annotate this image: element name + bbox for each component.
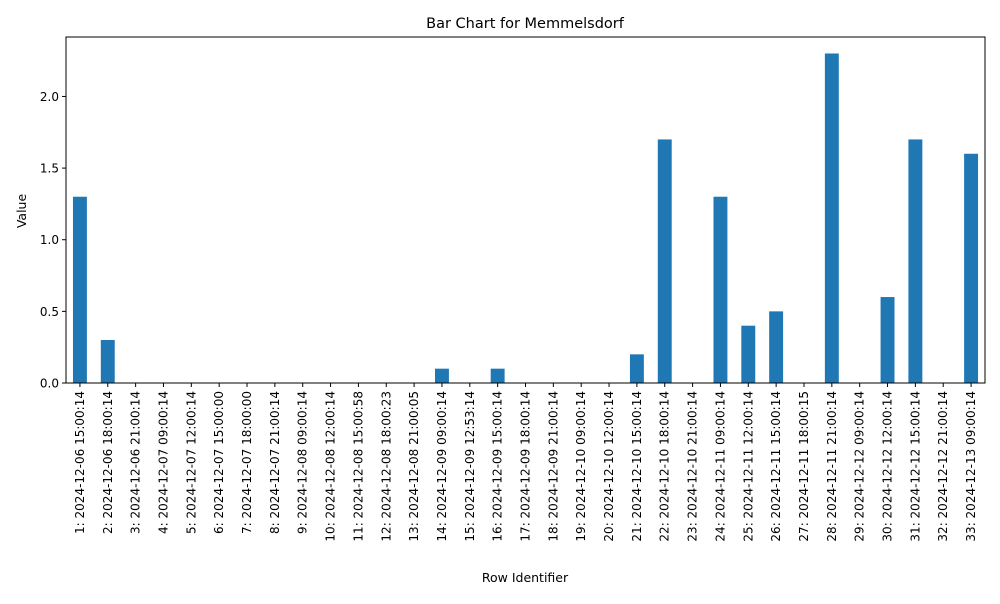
bar-31: [908, 139, 923, 383]
x-tick-label: 22: 2024-12-10 18:00:14: [658, 391, 672, 542]
x-tick-label: 33: 2024-12-13 09:00:14: [964, 391, 978, 542]
x-tick-label: 3: 2024-12-06 21:00:14: [129, 391, 143, 534]
bars: [72, 53, 979, 383]
x-tick-label: 13: 2024-12-08 21:00:05: [407, 391, 421, 542]
x-tick-label: 32: 2024-12-12 21:00:14: [936, 391, 950, 542]
bar-21: [629, 354, 644, 383]
x-tick-label: 26: 2024-12-11 15:00:14: [769, 391, 783, 542]
x-tick-label: 10: 2024-12-08 12:00:14: [324, 391, 338, 542]
y-tick-label: 0.5: [40, 305, 59, 319]
x-tick-label: 1: 2024-12-06 15:00:14: [73, 391, 87, 534]
x-tick-label: 23: 2024-12-10 21:00:14: [686, 391, 700, 542]
bar-24: [713, 196, 728, 383]
y-tick-label: 2.0: [40, 90, 59, 104]
x-tick-label: 6: 2024-12-07 15:00:00: [212, 391, 226, 534]
x-axis-ticks: 1: 2024-12-06 15:00:14 2: 2024-12-06 18:0…: [73, 383, 978, 542]
x-tick-label: 27: 2024-12-11 18:00:15: [797, 391, 811, 542]
bar-14: [434, 368, 449, 383]
x-tick-label: 15: 2024-12-09 12:53:14: [463, 391, 477, 542]
bar-33: [964, 153, 979, 383]
x-tick-label: 18: 2024-12-09 21:00:14: [546, 391, 560, 542]
x-tick-label: 5: 2024-12-07 12:00:14: [184, 391, 198, 534]
x-tick-label: 16: 2024-12-09 15:00:14: [491, 391, 505, 542]
x-tick-label: 8: 2024-12-07 21:00:14: [268, 391, 282, 534]
x-tick-label: 4: 2024-12-07 09:00:14: [156, 391, 170, 534]
x-tick-label: 11: 2024-12-08 15:00:58: [351, 391, 365, 542]
x-tick-label: 14: 2024-12-09 09:00:14: [435, 391, 449, 542]
x-tick-label: 25: 2024-12-11 12:00:14: [741, 391, 755, 542]
plot-frame: [65, 36, 986, 384]
x-tick-label: 31: 2024-12-12 15:00:14: [908, 391, 922, 542]
x-tick-label: 20: 2024-12-10 12:00:14: [602, 391, 616, 542]
y-tick-label: 0.0: [40, 377, 59, 391]
x-tick-label: 9: 2024-12-08 09:00:14: [296, 391, 310, 534]
bar-25: [741, 325, 756, 383]
x-tick-label: 19: 2024-12-10 09:00:14: [574, 391, 588, 542]
x-tick-label: 21: 2024-12-10 15:00:14: [630, 391, 644, 542]
y-axis-ticks: 0.0 0.5 1.0 1.5 2.0: [40, 90, 66, 391]
y-axis-label: Value: [14, 194, 29, 229]
bar-16: [490, 368, 505, 383]
x-tick-label: 2: 2024-12-06 18:00:14: [101, 391, 115, 534]
bar-1: [72, 196, 87, 383]
x-tick-label: 28: 2024-12-11 21:00:14: [825, 391, 839, 542]
y-tick-label: 1.5: [40, 162, 59, 176]
bar-28: [824, 53, 839, 383]
x-tick-label: 17: 2024-12-09 18:00:14: [519, 391, 533, 542]
bar-30: [880, 297, 895, 383]
bar-2: [100, 340, 115, 383]
x-tick-label: 29: 2024-12-12 09:00:14: [853, 391, 867, 542]
x-tick-label: 12: 2024-12-08 18:00:23: [379, 391, 393, 542]
chart-title: Bar Chart for Memmelsdorf: [426, 16, 625, 32]
x-tick-label: 30: 2024-12-12 12:00:14: [881, 391, 895, 542]
y-tick-label: 1.0: [40, 233, 59, 247]
bar-22: [657, 139, 672, 383]
x-axis-label: Row Identifier: [482, 570, 569, 585]
x-tick-label: 24: 2024-12-11 09:00:14: [713, 391, 727, 542]
bar-26: [769, 311, 784, 383]
x-tick-label: 7: 2024-12-07 18:00:00: [240, 391, 254, 534]
